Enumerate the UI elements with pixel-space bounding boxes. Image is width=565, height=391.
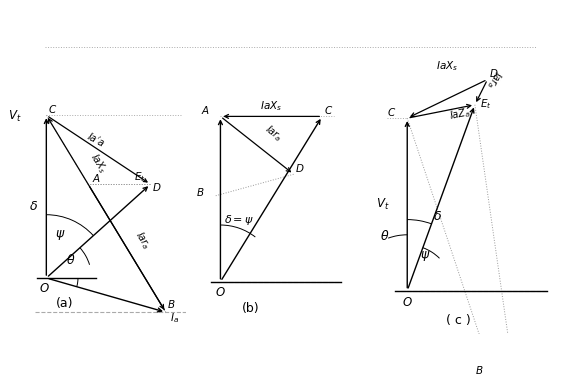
Text: $IaX_s$: $IaX_s$ <box>436 59 458 73</box>
Text: C: C <box>324 106 332 116</box>
Text: $Iar_a$: $Iar_a$ <box>484 68 505 91</box>
Text: $\delta = \psi$: $\delta = \psi$ <box>224 213 254 227</box>
Text: $Iar_a$: $Iar_a$ <box>262 122 285 144</box>
Text: $\theta$: $\theta$ <box>380 229 389 243</box>
Text: $E_t$: $E_t$ <box>134 170 146 183</box>
Text: $IaZ_a$: $IaZ_a$ <box>449 105 472 123</box>
Text: D: D <box>153 183 160 193</box>
Text: O: O <box>216 286 225 299</box>
Text: $Ia'a$: $Ia'a$ <box>85 130 107 149</box>
Text: O: O <box>403 296 412 309</box>
Text: $\delta$: $\delta$ <box>433 210 442 222</box>
Text: (a): (a) <box>56 298 73 310</box>
Text: ( c ): ( c ) <box>446 314 470 326</box>
Text: D: D <box>296 164 304 174</box>
Text: A: A <box>202 106 208 116</box>
Text: $I_a$: $I_a$ <box>170 311 179 325</box>
Text: $\delta$: $\delta$ <box>29 200 38 213</box>
Text: B: B <box>476 366 483 376</box>
Text: $\psi$: $\psi$ <box>420 249 430 263</box>
Text: D: D <box>490 69 498 79</box>
Text: $Iar_a$: $Iar_a$ <box>132 229 153 252</box>
Text: $\theta$: $\theta$ <box>67 253 76 267</box>
Text: A: A <box>93 174 100 184</box>
Text: B: B <box>168 300 175 310</box>
Text: (b): (b) <box>242 302 260 316</box>
Text: B: B <box>197 188 204 198</box>
Text: $\psi$: $\psi$ <box>55 228 65 242</box>
Text: O: O <box>40 282 49 294</box>
Text: C: C <box>49 105 56 115</box>
Text: C: C <box>388 108 394 118</box>
Text: $IaX_s$: $IaX_s$ <box>86 151 110 176</box>
Text: $IaX_s$: $IaX_s$ <box>260 99 282 113</box>
Text: $V_t$: $V_t$ <box>8 109 21 124</box>
Text: $V_t$: $V_t$ <box>376 197 389 212</box>
Text: $E_t$: $E_t$ <box>480 97 492 111</box>
